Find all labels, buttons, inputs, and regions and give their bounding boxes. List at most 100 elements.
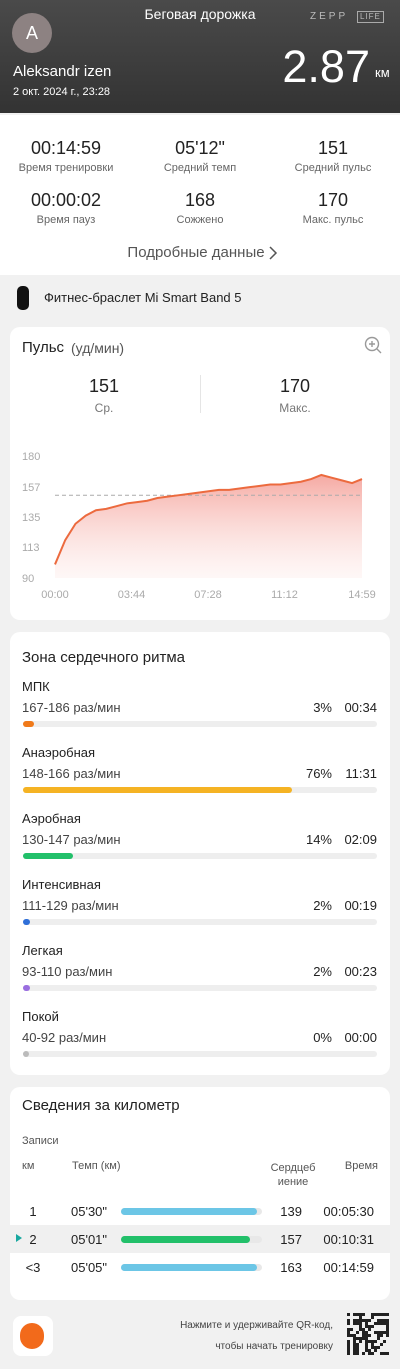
qr-cell	[368, 1349, 371, 1352]
qr-cell	[371, 1346, 374, 1349]
stat-value: 151	[317, 138, 349, 158]
zone-bar	[23, 919, 31, 925]
qr-cell	[368, 1352, 371, 1355]
qr-cell	[353, 1340, 356, 1343]
brand-sub: LIFE	[357, 11, 384, 23]
qr-cell	[353, 1322, 356, 1325]
qr-cell	[365, 1343, 368, 1346]
x-tick-label: 07:28	[194, 589, 222, 601]
km-title: Сведения за километр	[22, 1097, 180, 1114]
zone-name: Интенсивная	[22, 877, 101, 892]
qr-cell	[347, 1334, 350, 1337]
km-number: <3	[25, 1260, 41, 1275]
qr-cell	[377, 1322, 380, 1325]
qr-cell	[380, 1322, 383, 1325]
y-tick-label: 180	[22, 451, 40, 463]
zone-bar	[23, 985, 31, 991]
zone-percent: 3%	[313, 700, 332, 715]
qr-cell	[347, 1349, 350, 1352]
stat-label: Сожжено	[176, 214, 224, 226]
pulse-average: 151	[88, 376, 120, 396]
km-number: 1	[29, 1204, 37, 1219]
avatar[interactable]: A	[12, 13, 52, 53]
qr-cell	[359, 1337, 362, 1340]
km-number: 2	[29, 1232, 37, 1247]
qr-cell	[365, 1346, 368, 1349]
qr-cell	[374, 1322, 377, 1325]
x-tick-label: 11:12	[271, 589, 298, 601]
qr-cell	[380, 1352, 383, 1355]
x-tick-label: 00:00	[41, 589, 69, 601]
qr-cell	[377, 1313, 380, 1316]
qr-cell	[380, 1313, 383, 1316]
km-pace: 05'01"	[71, 1232, 108, 1247]
zone-time: 00:00	[344, 1030, 377, 1045]
zone-time: 11:31	[345, 766, 377, 781]
km-heart-rate: 157	[280, 1232, 302, 1247]
distance: 2.87	[282, 41, 370, 92]
device-icon	[17, 286, 29, 310]
qr-cell	[380, 1319, 383, 1322]
zone-range: 148-166 раз/мин	[22, 766, 121, 781]
records-label: Зaписи	[22, 1135, 59, 1147]
area-fill	[55, 474, 362, 578]
km-time: 00:10:31	[323, 1232, 374, 1247]
qr-cell	[377, 1331, 380, 1334]
qr-cell	[362, 1331, 365, 1334]
details-link[interactable]: Подробные данные	[127, 244, 265, 261]
qr-cell	[347, 1346, 350, 1349]
km-time: 00:14:59	[323, 1260, 374, 1275]
qr-cell	[380, 1334, 383, 1337]
qr-cell	[365, 1349, 368, 1352]
line	[54, 473, 363, 565]
zone-range: 167-186 раз/мин	[22, 700, 121, 715]
qr-cell	[350, 1328, 353, 1331]
qr-cell	[347, 1313, 350, 1316]
qr-cell	[383, 1313, 386, 1316]
zone-range: 40-92 раз/мин	[22, 1030, 107, 1045]
zone-percent: 2%	[313, 964, 332, 979]
stat-label: Время пауз	[36, 214, 96, 226]
chevron	[269, 246, 278, 260]
header-title: Беговая дорожка	[144, 6, 256, 22]
qr-cell	[368, 1340, 371, 1343]
distance-unit: км	[375, 65, 390, 80]
qr-code[interactable]	[347, 1313, 389, 1355]
x-tick-label: 14:59	[348, 589, 376, 601]
qr-cell	[353, 1349, 356, 1352]
qr-cell	[353, 1352, 356, 1355]
zoom-icon[interactable]	[363, 335, 383, 355]
qr-cell	[353, 1346, 356, 1349]
qr-cell	[377, 1334, 380, 1337]
qr-cell	[371, 1325, 374, 1328]
zone-track	[23, 721, 377, 727]
brand: ZEPP	[310, 11, 349, 22]
qr-cell	[383, 1331, 386, 1334]
qr-cell	[374, 1331, 377, 1334]
qr-cell	[374, 1346, 377, 1349]
qr-cell	[386, 1313, 389, 1316]
qr-cell	[386, 1319, 389, 1322]
qr-cell	[386, 1328, 389, 1331]
qr-cell	[359, 1313, 362, 1316]
qr-cell	[371, 1343, 374, 1346]
zone-name: МПК	[22, 679, 50, 694]
qr-cell	[359, 1322, 362, 1325]
qr-cell	[374, 1349, 377, 1352]
y-tick-label: 135	[22, 512, 40, 524]
qr-cell	[359, 1325, 362, 1328]
zone-track	[23, 1051, 377, 1057]
zone-bar	[23, 721, 34, 727]
qr-cell	[380, 1331, 383, 1334]
zone-name: Легкая	[22, 943, 63, 958]
stat-value: 170	[317, 190, 349, 210]
qr-cell	[371, 1316, 374, 1319]
qr-cell	[365, 1337, 368, 1340]
qr-cell	[374, 1340, 377, 1343]
qr-cell	[347, 1319, 350, 1322]
qr-cell	[359, 1319, 362, 1322]
qr-cell	[362, 1313, 365, 1316]
stat-value: 05'12"	[175, 138, 225, 158]
footer-hint: Нажмите и удерживайте QR-код,	[180, 1320, 333, 1331]
qr-cell	[386, 1334, 389, 1337]
